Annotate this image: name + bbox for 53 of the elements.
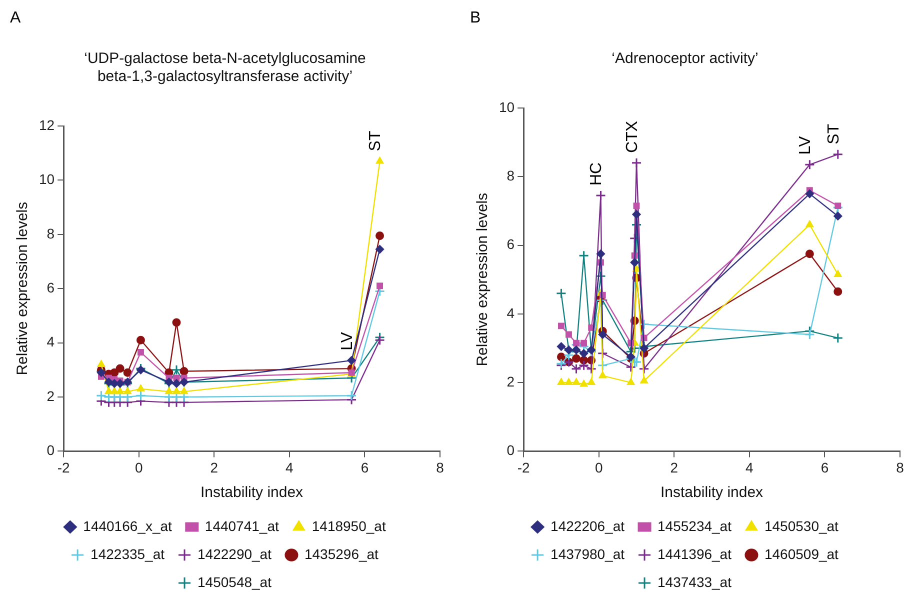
x-tick-label: 4: [746, 459, 754, 476]
annotation: LV: [338, 332, 356, 350]
text: B: [470, 9, 481, 26]
legend-label: 1437980_at: [550, 546, 625, 562]
legend-label: 1460509_at: [764, 546, 839, 562]
y-tick-label: 6: [46, 279, 55, 296]
x-tick-label: 8: [896, 459, 904, 476]
y-tick-label: 8: [506, 168, 515, 184]
y-tick-label: 0: [46, 442, 55, 458]
x-tick-label: -2: [517, 459, 530, 476]
x-tick-label: -2: [57, 459, 70, 476]
x-tick-label: 6: [820, 459, 829, 476]
y-tick-label: 4: [46, 334, 55, 350]
y-tick-label: 0: [506, 442, 515, 458]
y-axis-title: Relative expression levels: [474, 192, 492, 366]
x-tick-label: 2: [670, 459, 678, 476]
y-tick-label: 8: [46, 225, 55, 242]
legend-label: 1422206_at: [550, 518, 625, 534]
y-tick-label: 2: [46, 388, 55, 404]
y-tick-label: 12: [38, 116, 55, 133]
chart-title: ‘UDP-galactose beta-N-acetylglucosamine beta-1,3-galactosyltransferase activity’: [84, 50, 366, 86]
legend-label: 1455234_at: [658, 518, 732, 534]
legend-label: 1437433_at: [658, 574, 732, 590]
legend-label: 1441396_at: [658, 546, 732, 562]
legend-label: 1450530_at: [764, 518, 839, 534]
y-tick-label: 10: [38, 171, 55, 188]
text: A: [10, 9, 21, 26]
chart-title: ‘Adrenoceptor activity’: [612, 50, 758, 68]
annotation: HC: [588, 162, 606, 186]
legend-label: 1440166_x_at: [83, 518, 172, 534]
annotation: ST: [367, 130, 384, 152]
y-tick-label: 4: [506, 304, 515, 321]
legend-label: 1435296_at: [304, 546, 379, 562]
y-tick-label: 10: [498, 98, 515, 115]
x-tick-label: 8: [436, 459, 444, 476]
x-axis-title: Instability index: [200, 484, 304, 502]
legend-label: 1450548_at: [198, 574, 272, 590]
x-tick-label: 6: [360, 459, 369, 476]
legend-label: 1440741_at: [204, 518, 279, 534]
x-tick-label: 4: [286, 459, 294, 476]
x-tick-label: 2: [210, 459, 218, 476]
annotation: ST: [825, 124, 842, 144]
legend-label: 1418950_at: [312, 518, 386, 534]
annotation: LV: [797, 136, 814, 155]
y-axis-title: Relative expression levels: [14, 202, 32, 376]
x-tick-label: 0: [594, 459, 603, 476]
legend-label: 1422335_at: [90, 546, 165, 562]
legend-label: 1422290_at: [198, 546, 272, 562]
x-axis-title: Instability index: [660, 484, 764, 502]
x-tick-label: 0: [134, 459, 143, 476]
y-tick-label: 2: [506, 373, 515, 390]
y-tick-label: 6: [506, 236, 515, 252]
annotation: CTX: [624, 120, 641, 153]
